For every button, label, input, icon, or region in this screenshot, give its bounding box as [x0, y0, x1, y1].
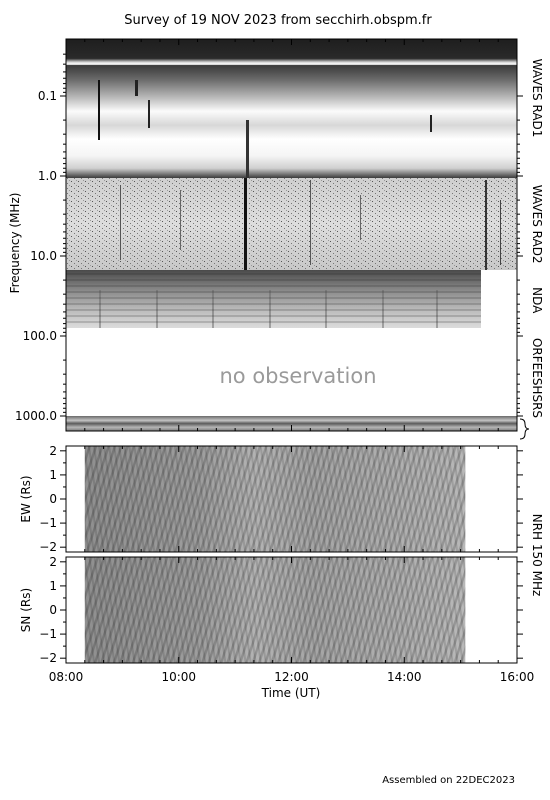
- burst-streak: [244, 178, 247, 270]
- spectrum-y-label: Frequency (MHz): [8, 193, 22, 294]
- instrument-label: NDA: [530, 287, 544, 314]
- burst-streak: [430, 115, 432, 132]
- no-observation-label: no observation: [219, 364, 376, 388]
- x-tick-label: 14:00: [387, 670, 422, 684]
- x-axis-label: Time (UT): [261, 686, 321, 700]
- nrh-panel: 2 1 0 −1 −2 EW (Rs): [19, 444, 523, 554]
- rad2-texture: [66, 178, 517, 270]
- spectrum-panel: no observation 0.1 1.0 10.0 100.0 1000.0 Fre…: [8, 38, 544, 440]
- burst-streak: [98, 80, 100, 140]
- nrh-panels: 2 1 0 −1 −2 EW (Rs) 2 1 0 −1 −2 SN (Rs) NRH 150 MHz: [19, 444, 544, 665]
- burst-streak: [500, 200, 501, 265]
- rad1-band: [66, 39, 517, 178]
- nrh-y-label: EW (Rs): [19, 475, 33, 522]
- nda-band: [66, 270, 481, 328]
- burst-streak: [180, 190, 181, 250]
- x-tick-label: 12:00: [274, 670, 309, 684]
- nrh-y-tick-label: 2: [49, 555, 57, 569]
- burst-streak: [485, 180, 487, 270]
- y-tick-label: 1.0: [38, 169, 57, 183]
- nrh-texture: [84, 557, 466, 663]
- y-tick-label: 1000.0: [15, 409, 57, 423]
- instrument-labels: WAVES RAD1 WAVES RAD2 NDA ORFEESHSRS: [530, 59, 544, 418]
- burst-streak: [148, 100, 150, 128]
- chart-title: Survey of 19 NOV 2023 from secchirh.obsp…: [124, 13, 432, 28]
- nrh-y-tick-label: 0: [49, 492, 57, 506]
- y-tick-label: 100.0: [23, 329, 57, 343]
- nrh-y-tick-label: 1: [49, 468, 57, 482]
- nrh-y-tick-label: −1: [39, 516, 57, 530]
- nrh-y-tick-label: 2: [49, 444, 57, 458]
- instrument-label: ORFEESHSRS: [530, 338, 544, 418]
- instrument-label: WAVES RAD2: [530, 185, 544, 264]
- nrh-texture: [84, 446, 466, 552]
- nrh-y-tick-label: −2: [39, 540, 57, 554]
- footer-note: Assembled on 22DEC2023: [382, 775, 515, 786]
- radio-burst-features: [66, 63, 517, 328]
- burst-streak: [120, 185, 121, 260]
- burst-streak: [360, 195, 361, 240]
- x-tick-label: 08:00: [49, 670, 84, 684]
- nrh-y-tick-label: −2: [39, 651, 57, 665]
- nrh-y-label: SN (Rs): [19, 588, 33, 632]
- nrh-y-tick-label: 0: [49, 603, 57, 617]
- burst-streak: [135, 80, 138, 96]
- x-tick-label: 16:00: [500, 670, 535, 684]
- y-tick-label: 10.0: [30, 249, 57, 263]
- nrh-y-tick-label: 1: [49, 579, 57, 593]
- burst-streak: [246, 120, 249, 178]
- nrh-panel: 2 1 0 −1 −2 SN (Rs): [19, 555, 523, 665]
- y-tick-label: 0.1: [38, 89, 57, 103]
- burst-streak: [310, 180, 311, 265]
- instrument-label: WAVES RAD1: [530, 59, 544, 138]
- time-axis: 08:00 10:00 12:00 14:00 16:00: [49, 39, 535, 684]
- x-tick-label: 10:00: [161, 670, 196, 684]
- nrh-y-tick-label: −1: [39, 627, 57, 641]
- spectrum-y-axis: 0.1 1.0 10.0 100.0 1000.0: [15, 53, 523, 423]
- orfees-brace: [519, 418, 530, 440]
- nrh-label: NRH 150 MHz: [530, 514, 544, 597]
